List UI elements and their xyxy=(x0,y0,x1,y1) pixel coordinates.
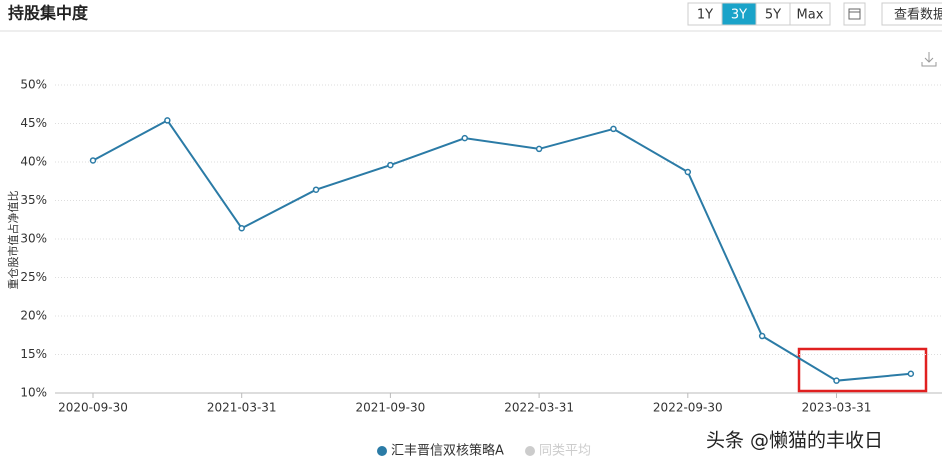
watermark: 头条 @懒猫的丰收日 xyxy=(706,430,883,452)
series-line xyxy=(92,119,911,382)
data-point xyxy=(758,332,766,340)
range-button[interactable] xyxy=(789,2,831,26)
data-point xyxy=(89,157,97,164)
y-tick-label: 35% xyxy=(20,193,47,207)
data-point xyxy=(833,377,840,384)
y-tick-label: 20% xyxy=(20,309,47,323)
view-data-button[interactable] xyxy=(881,2,942,26)
data-point xyxy=(238,224,245,232)
y-tick-label: 30% xyxy=(20,232,47,246)
highlight-box xyxy=(797,347,928,393)
legend-label: 同类平均 xyxy=(539,444,591,459)
data-point xyxy=(312,186,320,193)
x-tick-label: 2022-03-31 xyxy=(504,401,574,415)
y-tick-label: 40% xyxy=(20,155,47,169)
data-point xyxy=(684,168,692,176)
y-tick-label: 25% xyxy=(20,270,47,284)
legend-marker xyxy=(525,446,535,456)
legend-label: 汇丰晋信双核策略A xyxy=(391,443,504,459)
calendar-button[interactable] xyxy=(843,2,866,26)
data-point xyxy=(164,117,171,124)
range-label: Max xyxy=(797,8,824,23)
range-label: 3Y xyxy=(731,8,747,23)
y-tick-label: 10% xyxy=(20,386,47,400)
legend-marker xyxy=(377,446,387,456)
range-label: 1Y xyxy=(697,8,713,23)
data-point xyxy=(610,125,617,133)
x-tick-label: 2021-09-30 xyxy=(356,401,426,415)
data-point xyxy=(387,161,394,169)
view-data-label: 查看数据 xyxy=(894,7,942,23)
x-tick-label: 2023-03-31 xyxy=(802,401,872,415)
y-axis-label: 重仓股市值占净值比 xyxy=(6,191,20,290)
x-tick-label: 2022-09-30 xyxy=(653,401,723,415)
range-label: 5Y xyxy=(765,8,781,23)
data-point xyxy=(461,134,468,142)
data-point xyxy=(535,145,543,153)
data-point xyxy=(907,370,915,377)
x-tick-label: 2020-09-30 xyxy=(58,401,128,415)
calendar-icon xyxy=(848,8,861,20)
y-tick-label: 45% xyxy=(20,116,47,130)
download-icon[interactable] xyxy=(921,52,937,67)
section-title: 持股集中度 xyxy=(8,4,89,23)
x-tick-label: 2021-03-31 xyxy=(207,401,277,415)
y-tick-label: 50% xyxy=(20,78,47,92)
y-tick-label: 15% xyxy=(20,347,47,361)
